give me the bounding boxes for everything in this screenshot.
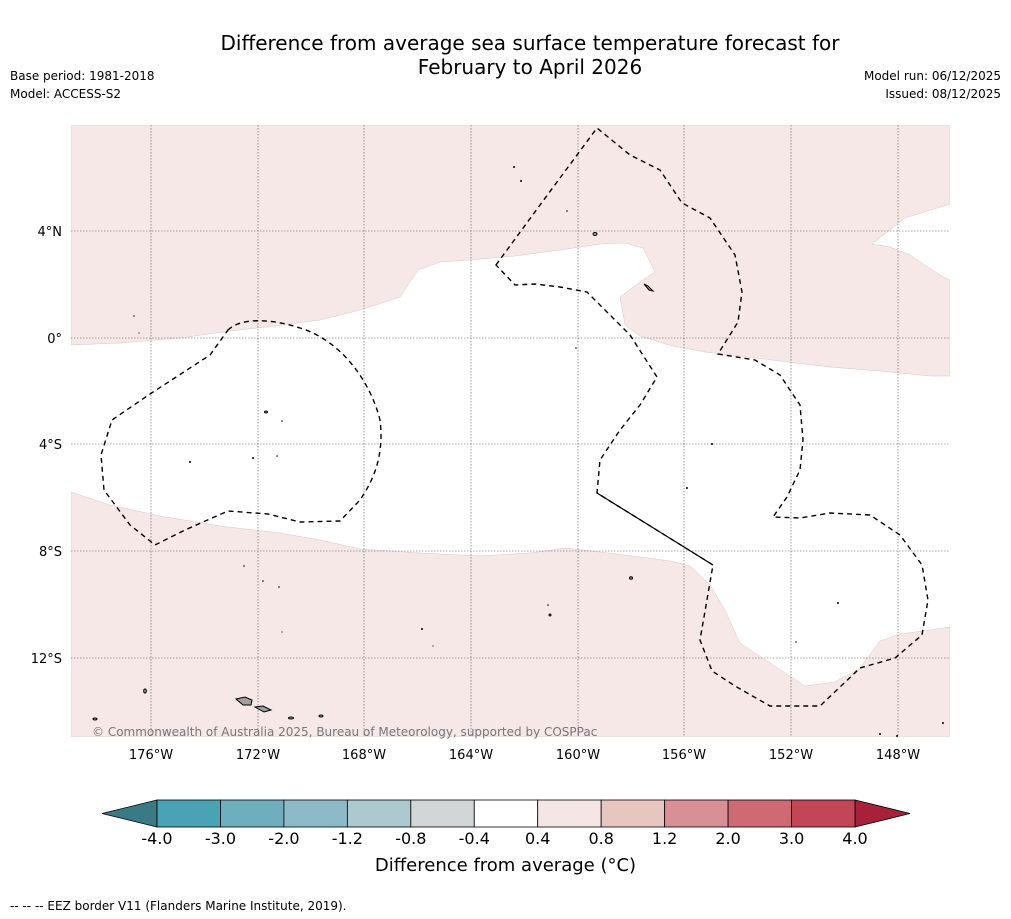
islet [189, 461, 191, 463]
islet [243, 565, 245, 567]
longitude-labels: 176°W 172°W 168°W 164°W 160°W 156°W 152°W 148°W [129, 748, 920, 763]
colorbar-swatch [791, 799, 856, 828]
colorbar-tick: -0.4 [459, 829, 490, 848]
colorbar-tick: 3.0 [779, 829, 804, 848]
lon-label: 172°W [236, 748, 280, 763]
colorbar-under-arrow [101, 799, 158, 828]
lon-label: 148°W [876, 748, 920, 763]
islet [942, 722, 944, 724]
islet [575, 347, 577, 349]
eez-footnote: -- -- -- EEZ border V11 (Flanders Marine… [10, 899, 347, 913]
eez-border-solid-segment [596, 492, 714, 566]
warm-anomaly-north [71, 125, 950, 377]
lat-label: 8°S [39, 545, 62, 560]
eez-borders [100, 126, 929, 707]
colorbar-swatch [600, 799, 666, 828]
eez-border-west [100, 320, 382, 546]
colorbar-swatch [220, 799, 285, 828]
island [548, 613, 552, 617]
island [592, 232, 598, 236]
small-islets [133, 166, 944, 737]
islet [686, 487, 688, 489]
anomaly-field [71, 125, 950, 737]
islet [421, 628, 423, 630]
islet [252, 457, 254, 459]
colorbar-tick: 1.2 [652, 829, 677, 848]
islet [138, 332, 140, 334]
lon-label: 152°W [769, 748, 813, 763]
colorbar-tick: -2.0 [268, 829, 299, 848]
colorbar-tick: -0.8 [395, 829, 426, 848]
islet [278, 586, 280, 588]
islet [795, 641, 797, 643]
gridlines [71, 125, 950, 737]
colorbar-label: Difference from average (°C) [374, 855, 637, 876]
lat-label: 4°N [38, 225, 63, 240]
colorbar-tick: 4.0 [842, 829, 867, 848]
colorbar-tick: 0.8 [588, 829, 613, 848]
islet [133, 315, 135, 317]
islet [566, 210, 568, 212]
title-line-1: Difference from average sea surface temp… [220, 31, 840, 55]
islet [879, 733, 881, 735]
colorbar-tick: 2.0 [715, 829, 740, 848]
lat-label: 12°S [31, 652, 62, 667]
title-line-2: February to April 2026 [417, 55, 643, 79]
islands [92, 232, 655, 721]
lon-label: 176°W [129, 748, 173, 763]
base-period: Base period: 1981-2018 [10, 69, 155, 83]
islet [896, 735, 898, 737]
island [629, 576, 633, 580]
island [643, 283, 655, 292]
colorbar-swatch [664, 799, 729, 828]
islet [276, 455, 278, 457]
colorbar-over-arrow [854, 799, 911, 828]
warm-anomaly-south [71, 491, 950, 737]
islet [262, 580, 264, 582]
island [92, 717, 98, 721]
island-samoa-1 [234, 696, 253, 706]
meta-right: Model run: 06/12/2025 Issued: 08/12/2025 [864, 67, 1001, 103]
islet [711, 443, 713, 445]
lon-label: 168°W [342, 748, 386, 763]
island [318, 714, 324, 718]
colorbar-swatch [410, 799, 475, 828]
islet [547, 604, 549, 606]
colorbar-tick: -1.2 [332, 829, 363, 848]
colorbar-tick: -4.0 [141, 829, 172, 848]
colorbar-swatch [727, 799, 792, 828]
copyright-text: © Commonwealth of Australia 2025, Bureau… [92, 725, 597, 739]
model-name: Model: ACCESS-S2 [10, 87, 122, 101]
colorbar-swatch [346, 799, 412, 828]
map-title: Difference from average sea surface temp… [160, 31, 900, 79]
lon-label: 160°W [556, 748, 600, 763]
islet [281, 420, 283, 422]
islet [432, 645, 434, 647]
colorbar-swatch [156, 799, 221, 828]
islet [837, 602, 839, 604]
latitude-labels: 4°N 0° 4°S 8°S 12°S [31, 225, 62, 667]
islet [281, 631, 283, 633]
colorbar-swatch [283, 799, 348, 828]
colorbar-swatch [537, 799, 602, 828]
island [264, 410, 268, 414]
colorbar-swatch [473, 799, 539, 828]
lat-label: 0° [47, 332, 62, 347]
model-run: Model run: 06/12/2025 [863, 69, 1001, 83]
lat-label: 4°S [39, 438, 62, 453]
meta-left: Base period: 1981-2018 Model: ACCESS-S2 [10, 67, 155, 103]
island [143, 688, 147, 694]
colorbar: -4.0 -3.0 -2.0 -1.2 -0.8 -0.4 0.4 0.8 1.2 2.0 3.0 4… [101, 799, 911, 848]
issued-date: Issued: 08/12/2025 [885, 87, 1001, 101]
island-samoa-2 [253, 705, 273, 713]
colorbar-tick: -3.0 [205, 829, 236, 848]
island [288, 716, 294, 720]
islet [520, 180, 522, 182]
islet [513, 166, 515, 168]
colorbar-tick: 0.4 [525, 829, 550, 848]
lon-label: 156°W [662, 748, 706, 763]
lon-label: 164°W [449, 748, 493, 763]
